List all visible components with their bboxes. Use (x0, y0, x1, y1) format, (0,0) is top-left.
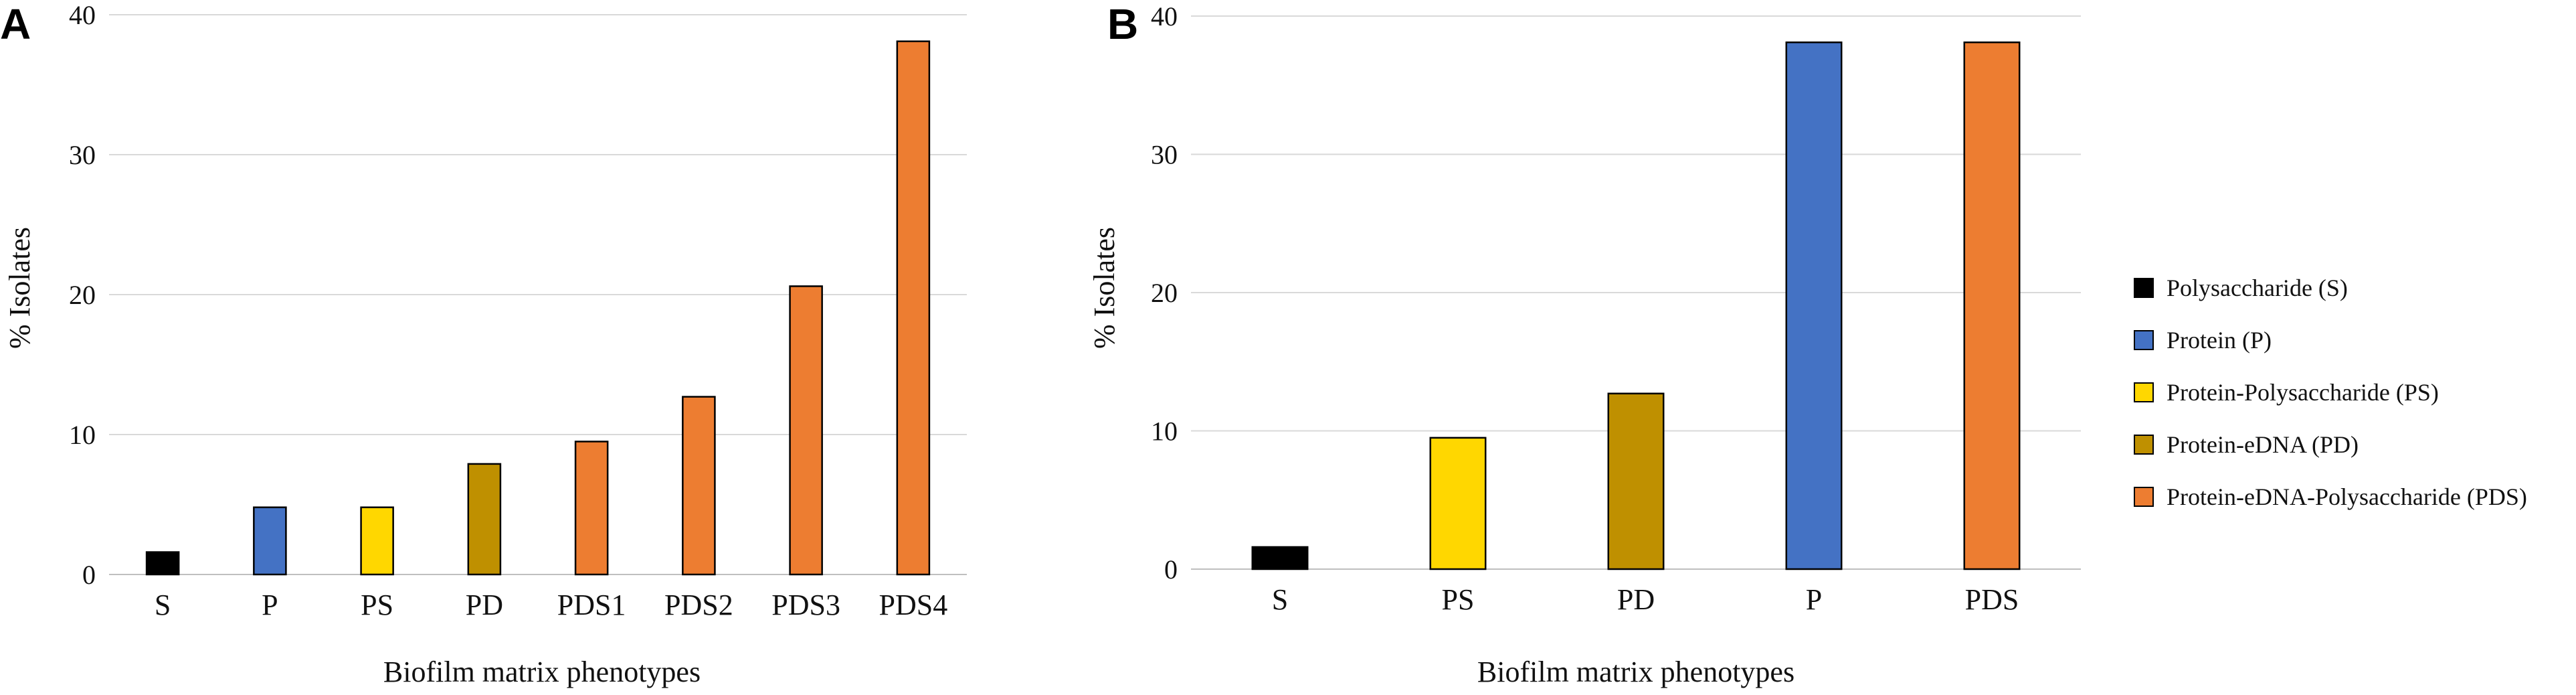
legend-swatch (2134, 435, 2154, 455)
panel-a-letter: A (0, 0, 31, 48)
chart-a-y-tick-label: 30 (69, 140, 96, 170)
chart-a-bar (574, 441, 609, 576)
chart-b-y-tick-label: 20 (1151, 278, 1178, 308)
chart-a-x-axis-title: Biofilm matrix phenotypes (383, 655, 701, 688)
chart-a-bar (145, 551, 180, 576)
chart-b-x-axis-title: Biofilm matrix phenotypes (1477, 655, 1795, 688)
chart-a-x-tick-label: P (262, 589, 278, 621)
chart-a-y-axis-title: % Isolates (3, 227, 36, 349)
chart-a-y-tick-label: 0 (82, 560, 96, 590)
chart-a-bar (682, 396, 716, 576)
chart-b-x-tick-label: P (1806, 583, 1822, 616)
chart-b-y-tick-label: 40 (1151, 1, 1178, 31)
chart-b-x-tick-label: PS (1442, 583, 1475, 616)
panel-b-letter: B (1107, 0, 1138, 48)
chart-b-x-tick-label: PD (1617, 583, 1655, 616)
legend-swatch (2134, 278, 2154, 298)
chart-a-x-tick-label: PS (361, 589, 393, 621)
chart-a-bar (467, 463, 502, 576)
legend-label: Protein (P) (2167, 327, 2272, 354)
legend-swatch (2134, 487, 2154, 507)
chart-a-x-tick-label: S (155, 589, 171, 621)
chart-a-y-tick-label: 20 (69, 280, 96, 310)
chart-b-bar (1607, 392, 1665, 570)
chart-b-bar (1785, 41, 1843, 570)
chart-a-x-tick-label: PDS3 (771, 589, 840, 621)
chart-b-legend: Polysaccharide (S) Protein (P) Protein-Pol… (2134, 275, 2527, 510)
chart-b-bar (1963, 41, 2021, 570)
chart-b-y-tick-label: 0 (1164, 554, 1178, 585)
chart-a-y-tick-label: 10 (69, 420, 96, 450)
chart-b-y-axis-title: % Isolates (1088, 227, 1121, 349)
legend-label: Protein-eDNA (PD) (2167, 431, 2359, 458)
chart-a-x-tick-label: PD (466, 589, 503, 621)
chart-a-y-tick-label: 40 (69, 0, 96, 30)
chart-b-x-tick-label: PDS (1965, 583, 2019, 616)
chart-b: 0 10 20 30 40 S PS PD P PDS (1151, 1, 2081, 616)
legend-label: Protein-Polysaccharide (PS) (2167, 379, 2439, 406)
legend-label: Polysaccharide (S) (2167, 275, 2348, 301)
chart-a-bar (253, 506, 287, 576)
legend-swatch (2134, 382, 2154, 402)
chart-a-bar (789, 285, 823, 576)
chart-b-y-tick-label: 10 (1151, 416, 1178, 447)
chart-a-x-tick-label: PDS1 (557, 589, 626, 621)
chart-a-x-tick-label: PDS2 (664, 589, 733, 621)
legend-swatch (2134, 330, 2154, 350)
chart-b-y-tick-label: 30 (1151, 140, 1178, 170)
chart-a: 0 10 20 30 40 S P PS PD PDS1 PDS2 PDS3 PDS4 (69, 0, 967, 621)
chart-b-bar (1429, 437, 1487, 570)
chart-a-bar (896, 40, 931, 576)
chart-b-bar (1251, 546, 1309, 570)
chart-b-x-tick-label: S (1272, 583, 1288, 616)
chart-a-x-tick-label: PDS4 (879, 589, 948, 621)
legend-label: Protein-eDNA-Polysaccharide (PDS) (2167, 483, 2527, 510)
chart-a-bar (360, 506, 394, 576)
